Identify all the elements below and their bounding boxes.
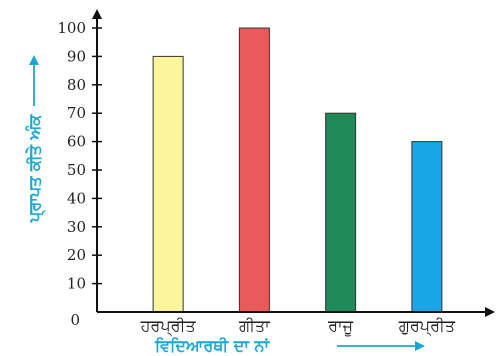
y-tick-label: 60 — [67, 133, 86, 151]
x-category-labels: ਹਰਪ੍ਰੀਤ ਗੀਤਾ ਰਾਜੂ ਗੁਰਪ੍ਰੀਤ — [140, 316, 456, 337]
y-tick-label: 70 — [67, 104, 86, 122]
x-axis-title: ਵਿਦਿਆਰਥੀ ਦਾ ਨਾਂ — [154, 336, 271, 355]
bar — [325, 112, 357, 313]
y-tick-label: 30 — [67, 218, 86, 236]
y-tick-label: 40 — [67, 189, 86, 207]
y-tick-label: 80 — [67, 76, 86, 94]
y-tick-label: 50 — [67, 161, 86, 179]
y-tick-label: 0 — [70, 311, 80, 329]
x-category-label: ਗੁਰਪ੍ਰੀਤ — [398, 316, 456, 337]
x-category-label: ਰਾਜੂ — [327, 316, 353, 336]
y-axis-title: ਪ੍ਰਾਪਤ ਕੀਤੇ ਅੰਕ — [25, 114, 47, 223]
y-ticks: 0 10 20 30 40 50 60 70 80 90 100 — [57, 19, 102, 329]
y-tick-label: 20 — [67, 246, 86, 264]
y-tick-label: 10 — [67, 275, 86, 293]
x-category-label: ਗੀਤਾ — [238, 316, 270, 335]
x-category-label: ਹਰਪ੍ਰੀਤ — [140, 316, 197, 337]
bars-layer — [152, 27, 443, 313]
bar — [238, 27, 270, 313]
y-tick-label: 100 — [57, 19, 86, 37]
y-tick-label: 90 — [67, 47, 86, 65]
bar — [411, 141, 443, 313]
bar — [152, 55, 184, 313]
